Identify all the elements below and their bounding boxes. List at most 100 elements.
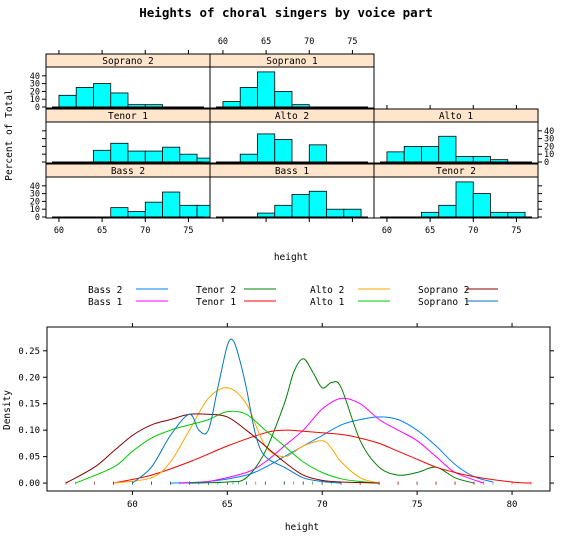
histogram-bar: [179, 204, 198, 218]
histogram-bar: [93, 83, 112, 108]
density-x-axis-label: height: [285, 522, 319, 533]
panel-strip-label: Soprano 2: [102, 56, 153, 67]
density-y-axis-label: Density: [2, 390, 13, 430]
histogram-bar: [490, 211, 509, 218]
x-tick-label: 75: [183, 226, 193, 236]
histogram-bar: [222, 101, 241, 108]
legend-item-tenor-1: Tenor 1: [196, 297, 276, 308]
panel-strip-label: Bass 1: [275, 166, 310, 177]
histogram-bar: [257, 133, 276, 163]
histogram-bar: [58, 94, 77, 108]
legend-item-soprano-2: Soprano 2: [418, 285, 498, 296]
histogram-panel-soprano-1: Soprano 1 60 65 70 75: [209, 37, 375, 109]
y-tick-label: 0.25: [18, 347, 40, 357]
histogram-bar: [438, 204, 457, 218]
legend-label: Soprano 1: [418, 297, 470, 308]
y-tick-label: 10: [30, 95, 40, 105]
x-tick-label: 75: [412, 500, 423, 510]
x-tick-label: 75: [347, 37, 357, 47]
histogram-bar: [144, 201, 163, 218]
histogram-bar: [179, 153, 198, 163]
y-tick-label: 0.10: [18, 426, 40, 436]
y-tick-label: 20: [544, 142, 554, 152]
y-tick-label: 40: [30, 182, 40, 192]
histogram-bar: [239, 153, 258, 163]
legend-item-bass-2: Bass 2: [88, 285, 168, 296]
histogram-bar: [110, 207, 129, 218]
histogram-bar: [472, 193, 491, 218]
panel-border: [209, 66, 375, 109]
histogram-bar: [274, 204, 293, 218]
histogram-panel-tenor-2: Tenor 2 60 65 70 75: [373, 163, 542, 236]
x-tick-label: 60: [127, 500, 138, 510]
histogram-bar: [127, 150, 146, 163]
histogram-panel-bass-1: Bass 1: [209, 163, 375, 222]
y-tick-label: 0.00: [18, 479, 40, 489]
x-tick-label: 65: [425, 226, 435, 236]
histogram-bar: [291, 193, 310, 218]
legend-item-bass-1: Bass 1: [88, 297, 168, 308]
histogram-bar: [326, 208, 345, 218]
y-tick-label: 30: [544, 135, 554, 145]
histogram-bar: [257, 212, 276, 218]
legend-label: Tenor 1: [196, 297, 236, 308]
y-tick-label: 30: [30, 80, 40, 90]
density-line-tenor-2: [189, 358, 475, 484]
histogram-bar: [162, 146, 181, 163]
histogram-bar: [110, 142, 129, 163]
histogram-bar: [196, 204, 211, 218]
histogram-bar: [421, 211, 440, 218]
histogram-bar: [438, 135, 457, 163]
histogram-panel-tenor-1: Tenor 1: [42, 108, 211, 164]
legend-item-alto-1: Alto 1: [310, 297, 390, 308]
y-tick-label: 0.20: [18, 373, 40, 383]
histogram-bar: [455, 181, 474, 218]
y-tick-label: 40: [30, 72, 40, 82]
density-plot: 60 65 70 75 80 0.00 0.05 0.10 0.15 0.20 0.25: [18, 323, 554, 510]
panel-border: [373, 176, 539, 219]
panel-strip-label: Soprano 1: [266, 56, 318, 67]
density-line-soprano-2: [65, 413, 380, 484]
legend-item-alto-2: Alto 2: [310, 285, 390, 296]
legend-label: Alto 2: [310, 285, 344, 296]
histogram-bar: [308, 144, 327, 163]
density-line-bass-2: [170, 416, 494, 484]
y-tick-label: 0: [35, 213, 40, 223]
legend-label: Alto 1: [310, 297, 345, 308]
density-line-soprano-1: [132, 338, 342, 484]
panel-border: [373, 121, 539, 164]
x-tick-label: 60: [382, 226, 392, 236]
histogram-bar: [93, 149, 112, 163]
y-tick-label: 0: [35, 103, 40, 113]
x-tick-label: 65: [261, 37, 271, 47]
y-tick-label: 0.15: [18, 400, 40, 410]
histogram-bar: [403, 145, 422, 163]
y-tick-label: 20: [30, 87, 40, 97]
density-line-alto-1: [75, 410, 380, 484]
histogram-bar: [162, 191, 181, 218]
histogram-bar: [75, 87, 94, 108]
legend-label: Soprano 2: [418, 285, 469, 296]
histogram-y-axis-label: Percent of Total: [4, 89, 15, 181]
histogram-bar: [455, 156, 474, 163]
x-tick-label: 65: [222, 500, 233, 510]
y-tick-label: 10: [30, 205, 40, 215]
y-tick-label: 10: [544, 150, 554, 160]
chart-title: Heights of choral singers by voice part: [139, 5, 433, 20]
histogram-bar: [110, 92, 129, 108]
histogram-bar: [421, 145, 440, 163]
x-tick-label: 60: [54, 226, 64, 236]
density-line-tenor-1: [113, 429, 532, 484]
histogram-bar: [507, 211, 526, 218]
x-tick-label: 60: [218, 37, 228, 47]
x-tick-label: 70: [317, 500, 328, 510]
y-tick-label: 0.05: [18, 453, 40, 463]
histogram-bar: [196, 157, 211, 163]
density-panel-border: [46, 326, 551, 492]
histogram-bar: [386, 151, 405, 163]
histogram-bar: [274, 138, 293, 163]
histogram-bar: [239, 87, 258, 108]
